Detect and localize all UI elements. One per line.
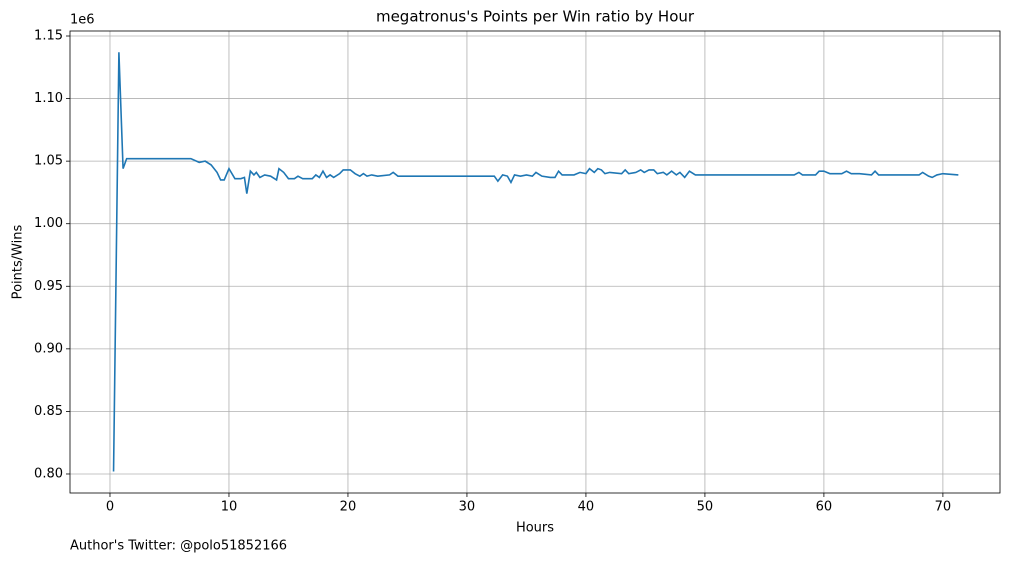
x-axis-label: Hours	[516, 521, 554, 536]
data-line	[112, 52, 959, 472]
x-tick-label: 50	[697, 500, 714, 515]
x-tick-label: 10	[221, 500, 238, 515]
x-tick-label: 30	[459, 500, 476, 515]
x-tick-label: 60	[816, 500, 833, 515]
y-tick-label: 1.00	[34, 216, 63, 231]
plot-frame	[69, 30, 1001, 494]
x-tick-label: 40	[578, 500, 595, 515]
annotation: Author's Twitter: @polo51852166	[70, 539, 287, 554]
y-tick-label: 0.95	[34, 279, 63, 294]
y-tick-label: 0.80	[34, 466, 63, 481]
x-tick-label: 20	[340, 500, 357, 515]
y-axis-label: Points/Wins	[11, 224, 26, 299]
y-tick-label: 1.05	[34, 154, 63, 169]
y-tick-label: 0.85	[34, 404, 63, 419]
chart-title: megatronus's Points per Win ratio by Hou…	[376, 8, 695, 26]
y-tick-label: 0.90	[34, 341, 63, 356]
y-offset-label: 1e6	[70, 13, 95, 28]
x-tick-label: 70	[935, 500, 952, 515]
y-tick-label: 1.15	[34, 29, 63, 44]
y-tick-label: 1.10	[34, 91, 63, 106]
x-tick-label: 0	[106, 500, 114, 515]
